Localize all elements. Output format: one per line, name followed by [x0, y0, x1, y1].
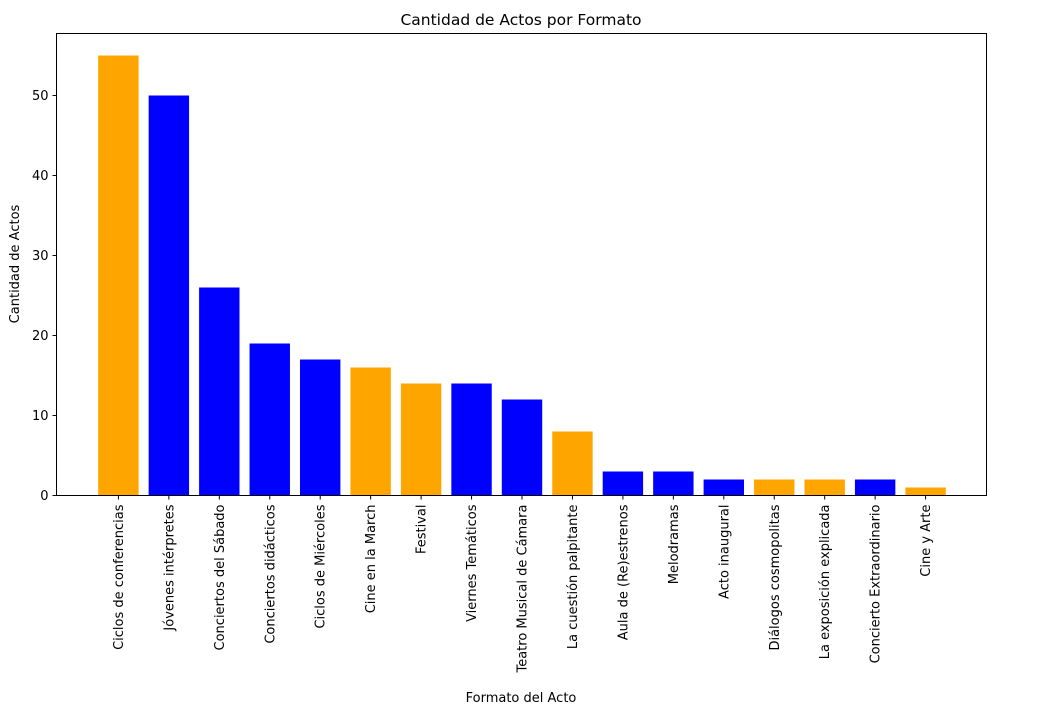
bar — [98, 55, 139, 496]
bar — [754, 479, 795, 496]
y-tick-label: 10 — [32, 409, 49, 424]
x-tick-label: La cuestión palpitante — [566, 504, 581, 649]
x-tick-label: Teatro Musical de Cámara — [516, 505, 531, 674]
bar — [552, 431, 593, 496]
x-tick-label: Cine y Arte — [919, 504, 934, 576]
bar — [148, 95, 190, 496]
x-tick-label: Diálogos cosmopolitas — [768, 504, 783, 650]
x-tick-label: Ciclos de Miércoles — [314, 504, 329, 628]
bar — [905, 487, 946, 496]
y-tick-label: 30 — [32, 249, 49, 264]
bar — [653, 471, 694, 496]
y-tick-label: 20 — [32, 329, 49, 344]
x-tick-label: Conciertos didácticos — [263, 504, 278, 643]
bar — [300, 359, 341, 496]
x-tick-label: La exposición explicada — [818, 505, 833, 660]
chart-title: Cantidad de Actos por Formato — [400, 11, 641, 29]
bars-group — [98, 55, 946, 496]
x-tick-label: Acto inaugural — [717, 505, 732, 599]
y-tick-label: 50 — [32, 89, 49, 104]
x-tick-label: Jóvenes intérpretes — [162, 504, 177, 631]
bar — [199, 287, 240, 496]
x-tick-label: Viernes Temáticos — [465, 504, 480, 622]
x-tick-label: Festival — [415, 505, 430, 555]
x-tick-label: Aula de (Re)estrenos — [616, 504, 631, 640]
bar — [804, 479, 845, 496]
x-axis-label: Formato del Acto — [466, 691, 577, 706]
bar — [854, 479, 896, 496]
y-axis-label: Cantidad de Actos — [8, 204, 23, 323]
bar — [249, 343, 290, 496]
bar — [350, 367, 391, 496]
y-tick-label: 40 — [32, 169, 49, 184]
bar — [703, 479, 744, 496]
bar — [451, 383, 492, 496]
y-axis: 0 10 20 30 40 50 — [32, 89, 57, 504]
x-tick-label: Concierto Extraordinario — [869, 504, 884, 663]
bar — [501, 399, 543, 496]
x-tick-label: Ciclos de conferencias — [112, 504, 127, 650]
x-tick-label: Cine en la March — [364, 505, 379, 614]
y-tick-label: 0 — [40, 489, 48, 504]
bar — [602, 471, 644, 496]
x-tick-label: Conciertos del Sábado — [213, 504, 228, 650]
x-axis: Ciclos de conferencias Jóvenes intérprete… — [112, 495, 934, 674]
x-tick-label: Melodramas — [667, 504, 682, 584]
bar — [400, 383, 442, 496]
